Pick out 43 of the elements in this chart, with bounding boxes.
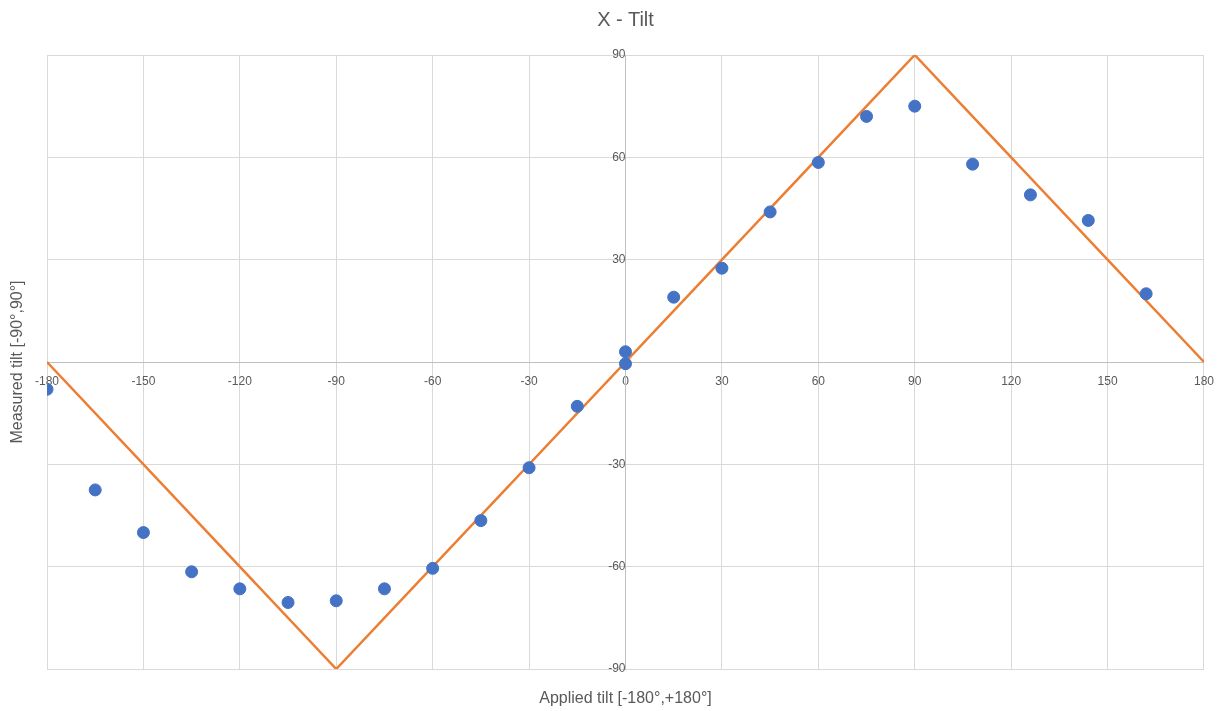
point xyxy=(281,595,295,609)
x-tick-label: 90 xyxy=(908,373,922,388)
x-tick-label: 120 xyxy=(1001,373,1022,388)
point xyxy=(860,109,874,123)
point xyxy=(619,357,632,371)
point xyxy=(522,461,536,475)
x-tick-label: -90 xyxy=(327,373,346,388)
point xyxy=(377,582,391,596)
y-tick-label: 30 xyxy=(612,251,626,266)
x-tick-label: -150 xyxy=(131,373,156,388)
point xyxy=(570,399,584,413)
y-axis-title: Measured tilt [-90°,90°] xyxy=(8,280,26,444)
point xyxy=(136,526,150,540)
point xyxy=(1023,188,1037,202)
x-tick-label: -30 xyxy=(520,373,539,388)
point xyxy=(715,261,729,275)
x-tick-label: -60 xyxy=(423,373,442,388)
y-tick-label: 60 xyxy=(612,149,626,164)
point xyxy=(908,99,922,113)
y-tick-label: -60 xyxy=(608,558,626,573)
point xyxy=(329,594,343,608)
point xyxy=(1139,287,1153,301)
point xyxy=(667,290,681,304)
x-tick-label: 30 xyxy=(715,373,729,388)
point xyxy=(185,565,199,579)
x-tick-label: 150 xyxy=(1097,373,1118,388)
y-tick-label: -30 xyxy=(608,456,626,471)
point xyxy=(763,205,777,219)
point xyxy=(426,561,440,575)
point xyxy=(233,582,247,596)
x-tick-label: 60 xyxy=(811,373,826,388)
x-tick-label: 180 xyxy=(1193,373,1215,388)
y-tick-label: 90 xyxy=(612,47,626,62)
chart-title: X - Tilt xyxy=(597,7,655,30)
x-axis-title: Applied tilt [-180°,+180°] xyxy=(539,689,712,707)
point xyxy=(811,155,825,169)
x-tick-label: -120 xyxy=(227,373,253,388)
point xyxy=(88,483,102,497)
point xyxy=(619,345,632,359)
y-tick-label: -90 xyxy=(608,661,626,676)
point xyxy=(966,157,980,171)
point xyxy=(474,514,488,528)
point xyxy=(1081,213,1095,227)
